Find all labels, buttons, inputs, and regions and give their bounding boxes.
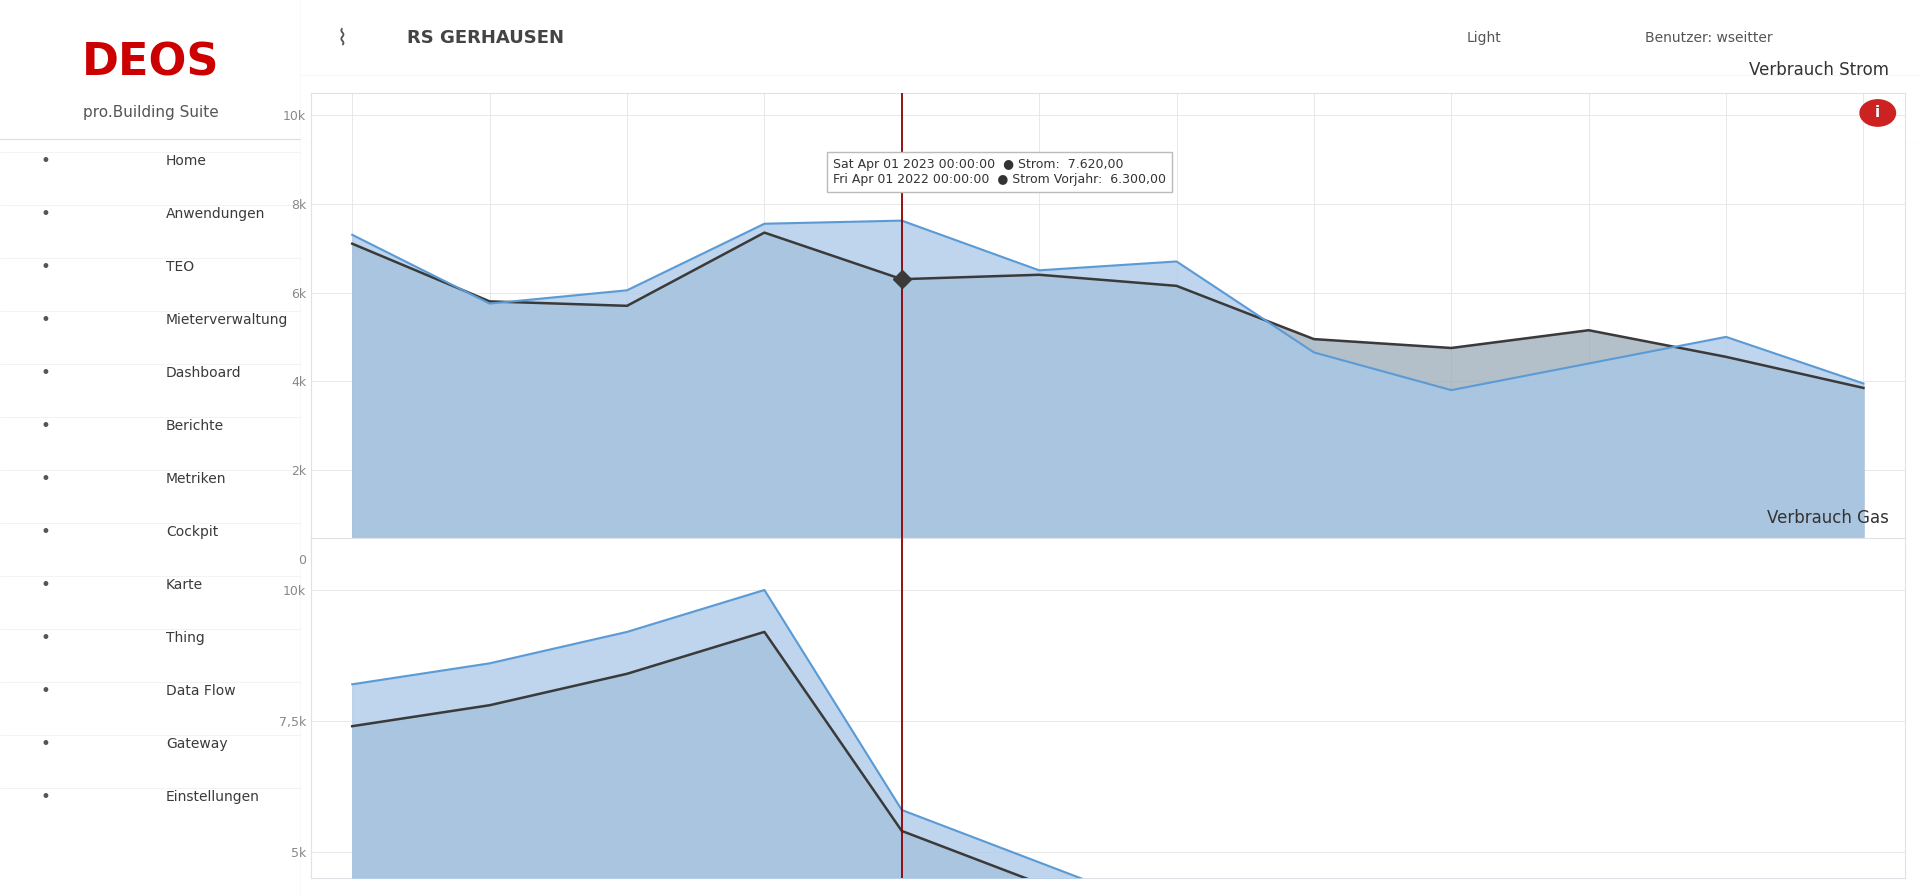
Text: •: • [40,576,50,594]
Text: Verbrauch Gas: Verbrauch Gas [1766,510,1889,528]
Text: Light: Light [1467,31,1501,45]
Text: i: i [1876,106,1880,120]
Text: DEOS: DEOS [83,41,219,84]
Text: Home: Home [165,154,207,168]
Text: Karte: Karte [165,578,204,592]
Text: •: • [40,735,50,753]
Text: ⌇: ⌇ [336,28,348,48]
Text: •: • [40,364,50,382]
Text: Benutzer: wseitter: Benutzer: wseitter [1645,31,1772,45]
Text: •: • [40,152,50,170]
Text: Jetzt -1 Jahr: Jetzt -1 Jahr [1628,103,1701,116]
Text: •: • [40,205,50,223]
Text: Sat Apr 01 2023 00:00:00  ● Strom:  7.620,00
Fri Apr 01 2022 00:00:00  ● Strom V: Sat Apr 01 2023 00:00:00 ● Strom: 7.620,… [833,158,1165,186]
Circle shape [1860,99,1895,126]
Text: Mieterverwaltung: Mieterverwaltung [165,313,288,327]
Text: •: • [40,470,50,488]
Text: •: • [40,523,50,541]
Text: Aus: Aus [1839,103,1862,116]
Text: •: • [40,682,50,700]
Text: Data Flow: Data Flow [165,684,236,698]
Text: •: • [40,258,50,276]
Legend: Strom, Strom Vorjahr: Strom, Strom Vorjahr [981,587,1235,612]
Text: Gateway: Gateway [165,737,227,751]
Text: TEO: TEO [165,260,194,274]
Text: Berichte: Berichte [165,419,225,433]
Text: Cockpit: Cockpit [165,525,219,538]
Text: Einstellungen: Einstellungen [165,789,259,804]
Text: RS GERHAUSEN: RS GERHAUSEN [407,29,564,47]
Text: Dashboard: Dashboard [165,366,242,380]
Text: •: • [40,788,50,806]
Text: Metriken: Metriken [165,472,227,486]
Text: •: • [40,311,50,329]
Text: Anwendungen: Anwendungen [165,207,265,221]
Text: pro.Building Suite: pro.Building Suite [83,105,219,119]
Text: Thing: Thing [165,631,205,645]
Text: •: • [40,629,50,647]
Text: Verbrauch Strom: Verbrauch Strom [1749,61,1889,79]
Text: •: • [40,417,50,435]
